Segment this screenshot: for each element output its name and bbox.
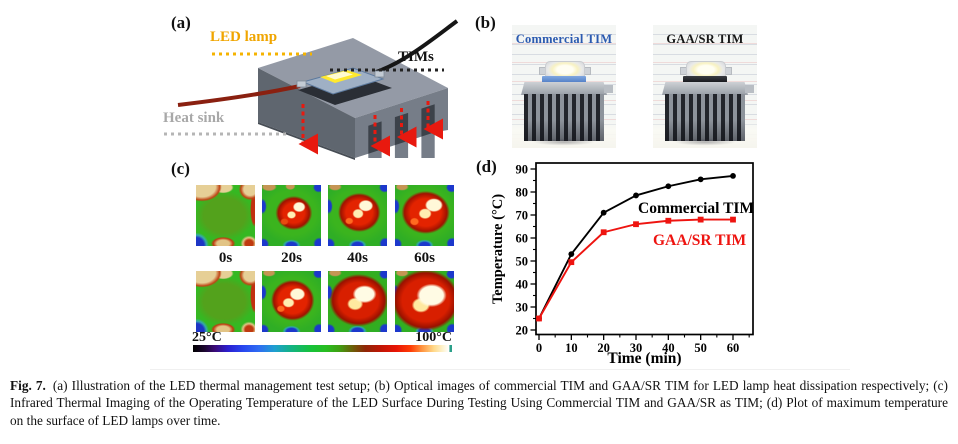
panel-c-label: (c) [171, 159, 190, 178]
svg-text:20: 20 [516, 323, 529, 337]
panel-a-label: (a) [171, 13, 191, 32]
svg-text:70: 70 [516, 208, 529, 222]
time-label-0s: 0s [218, 250, 233, 266]
thermal-image-bottom-20s [262, 271, 321, 332]
figure-caption-text: (a) Illustration of the LED thermal mana… [10, 378, 948, 428]
commercial-tim-photo-title: Commercial TIM [515, 32, 613, 46]
heat-sink-annotation: Heat sink [163, 110, 225, 126]
thermal-image-bottom-60s [395, 271, 454, 332]
svg-text:80: 80 [516, 185, 529, 199]
colorbar-min-label: 25°C [192, 330, 222, 345]
svg-text:50: 50 [694, 341, 707, 355]
series-label-commercial-tim: Commercial TIM [638, 200, 754, 217]
x-axis-label: Time (min) [607, 350, 681, 367]
separator-line [150, 369, 850, 370]
heat-sink-fins [524, 94, 604, 141]
time-label-20s: 20s [281, 250, 302, 266]
series-label-gaa-sr-tim: GAA/SR TIM [653, 232, 747, 249]
gaa-sr-tim-photo-title: GAA/SR TIM [666, 32, 744, 46]
svg-text:10: 10 [565, 341, 578, 355]
heat-sink-plate [662, 82, 748, 95]
plot-frame [535, 162, 754, 336]
black-wire [375, 19, 459, 74]
heat-sink-plate [521, 82, 607, 95]
commercial-tim-layer [542, 76, 586, 83]
temperature-chart: 0 10 20 30 40 50 60 20 30 40 50 60 70 80 90 Time (min) T… [490, 162, 754, 367]
heat-sink-fins [665, 94, 745, 141]
svg-text:60: 60 [516, 231, 529, 245]
panel-d-label: (d) [476, 157, 497, 176]
svg-text:40: 40 [662, 341, 675, 355]
panel-b-label: (b) [475, 13, 496, 32]
red-wire [177, 84, 301, 107]
gaa-sr-tim-photo: GAA/SR TIM [653, 25, 757, 148]
led-test-setup-illustration [164, 19, 459, 160]
svg-text:50: 50 [516, 254, 529, 268]
photo-shadow [520, 137, 608, 147]
gaa-sr-tim-layer [683, 76, 727, 83]
led-module-illustration [296, 67, 392, 105]
colorbar-max-label: 100°C [415, 330, 452, 345]
time-label-60s: 60s [414, 250, 435, 266]
svg-text:30: 30 [516, 300, 529, 314]
thermal-image-top-60s [395, 185, 454, 246]
photo-shadow [661, 137, 749, 147]
heat-sink-plate-tab [745, 85, 754, 93]
commercial-tim-photo: Commercial TIM [512, 25, 616, 148]
heat-sink-plate-tab [604, 85, 613, 93]
thermal-image-bottom-0s [196, 271, 255, 332]
svg-text:30: 30 [630, 341, 643, 355]
y-axis-label: Temperature (°C) [490, 194, 506, 304]
thermal-image-top-40s [328, 185, 387, 246]
svg-text:60: 60 [727, 341, 740, 355]
svg-text:0: 0 [536, 341, 542, 355]
svg-text:40: 40 [516, 277, 529, 291]
tims-annotation: TIMs [398, 49, 434, 65]
figure-caption: Fig. 7. (a) Illustration of the LED therm… [10, 377, 948, 429]
thermal-image-bottom-40s [328, 271, 387, 332]
svg-text:20: 20 [597, 341, 610, 355]
svg-text:90: 90 [516, 162, 529, 176]
thermal-image-top-20s [262, 185, 321, 246]
time-label-40s: 40s [347, 250, 368, 266]
temperature-colorbar [193, 345, 452, 352]
thermal-image-top-0s [196, 185, 255, 246]
heat-flow-arrows [298, 101, 443, 157]
led-lamp-annotation: LED lamp [210, 29, 278, 45]
figure-number: Fig. 7. [10, 378, 46, 393]
